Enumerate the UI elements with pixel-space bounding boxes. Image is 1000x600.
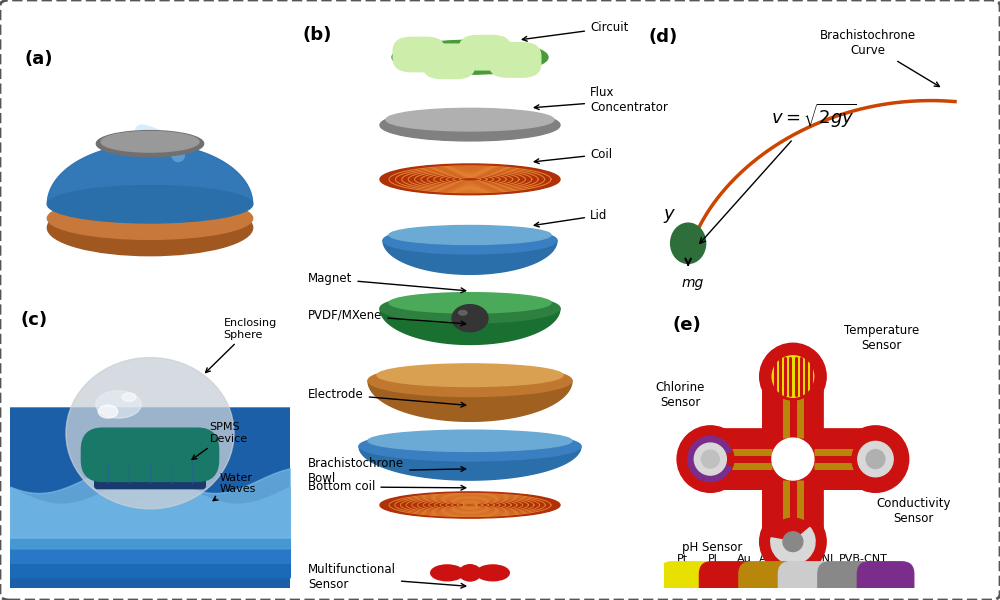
Circle shape <box>866 449 885 469</box>
Ellipse shape <box>122 393 136 401</box>
Text: SPMS
Device: SPMS Device <box>192 422 248 460</box>
Text: Lid: Lid <box>534 209 607 227</box>
Ellipse shape <box>380 109 560 141</box>
Text: Bottom coil: Bottom coil <box>308 481 466 493</box>
Ellipse shape <box>47 200 253 256</box>
Text: Ag/AgCl: Ag/AgCl <box>759 554 803 564</box>
Ellipse shape <box>760 343 826 410</box>
FancyBboxPatch shape <box>857 562 914 600</box>
Circle shape <box>672 226 704 262</box>
Text: Brachistochrone
Bowl: Brachistochrone Bowl <box>308 457 466 485</box>
Circle shape <box>852 436 899 482</box>
Text: PVB-CNT: PVB-CNT <box>839 554 888 564</box>
Text: Temperature
Sensor: Temperature Sensor <box>844 324 919 352</box>
Ellipse shape <box>386 109 554 131</box>
FancyBboxPatch shape <box>763 377 823 542</box>
FancyBboxPatch shape <box>489 43 541 77</box>
Text: (b): (b) <box>302 26 331 44</box>
FancyBboxPatch shape <box>699 562 756 600</box>
Text: y: y <box>664 205 674 223</box>
Ellipse shape <box>389 226 551 244</box>
Circle shape <box>459 565 481 581</box>
Text: Water
Waves: Water Waves <box>213 473 256 500</box>
Polygon shape <box>47 143 253 205</box>
Ellipse shape <box>842 426 909 493</box>
Polygon shape <box>383 241 557 274</box>
Ellipse shape <box>459 311 467 315</box>
FancyBboxPatch shape <box>778 562 835 600</box>
Polygon shape <box>380 308 560 344</box>
Circle shape <box>772 356 814 397</box>
Wedge shape <box>688 436 732 482</box>
Text: Multifunctional
Sensor: Multifunctional Sensor <box>308 563 466 592</box>
Text: Pl: Pl <box>708 554 718 564</box>
FancyBboxPatch shape <box>0 408 311 600</box>
Circle shape <box>769 353 816 400</box>
Ellipse shape <box>392 40 548 74</box>
Text: (d): (d) <box>649 28 678 46</box>
Text: Coil: Coil <box>534 148 612 164</box>
Ellipse shape <box>101 131 199 152</box>
Text: Au: Au <box>737 554 752 564</box>
Text: Flux
Concentrator: Flux Concentrator <box>534 86 668 114</box>
Text: Electrode: Electrode <box>308 388 466 407</box>
Text: PVDF/MXene: PVDF/MXene <box>308 308 466 326</box>
FancyBboxPatch shape <box>660 562 716 600</box>
Text: (c): (c) <box>20 311 48 329</box>
Text: mg: mg <box>681 275 703 290</box>
Wedge shape <box>771 527 815 564</box>
Circle shape <box>701 450 719 468</box>
Circle shape <box>769 518 816 565</box>
Text: $v = \sqrt{2gy}$: $v = \sqrt{2gy}$ <box>771 101 857 130</box>
FancyBboxPatch shape <box>710 429 876 490</box>
FancyBboxPatch shape <box>423 44 475 79</box>
Polygon shape <box>359 446 581 480</box>
Ellipse shape <box>96 391 141 418</box>
Circle shape <box>452 305 488 332</box>
Text: PANI: PANI <box>808 554 834 564</box>
Ellipse shape <box>359 431 581 461</box>
FancyBboxPatch shape <box>739 562 795 600</box>
Polygon shape <box>368 380 572 421</box>
Text: Circuit: Circuit <box>522 22 628 41</box>
Circle shape <box>671 223 706 263</box>
Ellipse shape <box>377 364 563 386</box>
Ellipse shape <box>96 131 204 157</box>
Ellipse shape <box>98 405 118 418</box>
Ellipse shape <box>760 508 826 575</box>
Ellipse shape <box>380 164 560 195</box>
Ellipse shape <box>368 430 572 451</box>
Ellipse shape <box>476 565 509 581</box>
Ellipse shape <box>47 197 253 239</box>
Text: Enclosing
Sphere: Enclosing Sphere <box>206 318 277 373</box>
Ellipse shape <box>368 365 572 397</box>
Text: Brachistochrone
Curve: Brachistochrone Curve <box>819 29 939 86</box>
Text: Chlorine
Sensor: Chlorine Sensor <box>655 380 705 409</box>
FancyBboxPatch shape <box>459 35 511 70</box>
Circle shape <box>858 442 893 477</box>
Text: Conductivity
Sensor: Conductivity Sensor <box>877 497 951 526</box>
FancyBboxPatch shape <box>81 428 219 481</box>
Ellipse shape <box>389 293 551 313</box>
Circle shape <box>772 438 814 480</box>
Text: Pt: Pt <box>677 554 688 564</box>
Ellipse shape <box>431 565 464 581</box>
FancyBboxPatch shape <box>393 37 445 72</box>
Circle shape <box>694 443 726 475</box>
Polygon shape <box>47 143 253 205</box>
Text: (e): (e) <box>672 316 701 334</box>
FancyBboxPatch shape <box>95 438 205 488</box>
Ellipse shape <box>380 293 560 323</box>
Text: pH Sensor: pH Sensor <box>682 541 743 554</box>
Ellipse shape <box>380 492 560 518</box>
Text: (a): (a) <box>24 50 53 68</box>
Ellipse shape <box>383 227 557 254</box>
Circle shape <box>783 532 803 551</box>
Circle shape <box>687 436 734 482</box>
Ellipse shape <box>47 185 253 223</box>
Ellipse shape <box>677 426 744 493</box>
Text: Magnet: Magnet <box>308 272 466 293</box>
FancyBboxPatch shape <box>818 562 874 600</box>
Ellipse shape <box>66 358 234 509</box>
